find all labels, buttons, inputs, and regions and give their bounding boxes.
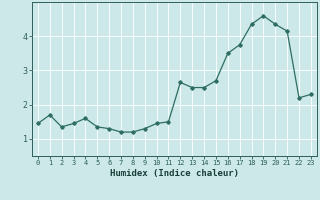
X-axis label: Humidex (Indice chaleur): Humidex (Indice chaleur) [110,169,239,178]
